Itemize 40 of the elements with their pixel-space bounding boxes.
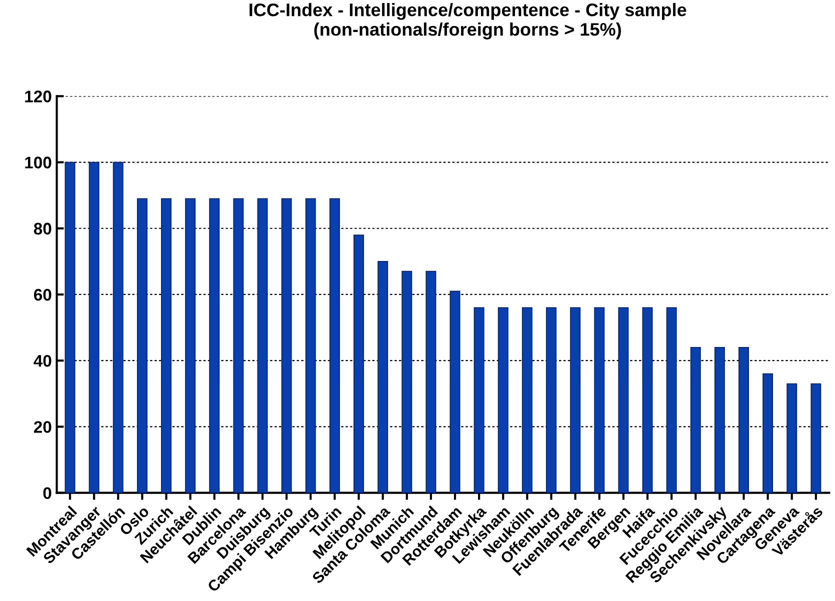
y-tick-label: 80	[34, 222, 52, 235]
y-tick-label: 20	[34, 421, 52, 433]
chart-title: ICC-Index - Intelligence/compentence - City sample (non-nationals/foreign borns > 15%)	[250, 3, 686, 40]
bar	[786, 383, 798, 493]
bar	[426, 270, 436, 493]
bar	[450, 290, 460, 493]
bar	[618, 307, 629, 493]
bar	[161, 198, 172, 493]
bar	[570, 307, 581, 493]
bar	[546, 307, 556, 493]
bar	[642, 307, 653, 493]
y-tick-label: 100	[25, 156, 52, 168]
bar	[690, 346, 701, 493]
bar	[474, 307, 484, 493]
bar	[498, 307, 508, 493]
bar	[233, 198, 244, 493]
bar	[666, 307, 677, 493]
bar	[378, 261, 388, 493]
bar	[185, 198, 196, 493]
bar	[738, 346, 749, 493]
y-tick-label: 40	[34, 355, 52, 367]
bar	[112, 162, 124, 493]
bar	[281, 198, 292, 493]
bar	[354, 234, 364, 493]
bar	[402, 270, 412, 493]
bar	[305, 198, 316, 493]
bar	[136, 198, 148, 493]
bar	[257, 198, 268, 493]
bar	[64, 162, 76, 493]
bar	[714, 346, 725, 493]
bar	[522, 307, 532, 493]
bar	[88, 162, 100, 493]
bar	[810, 383, 822, 493]
y-tick-label: 120	[25, 90, 52, 102]
bar	[762, 373, 774, 493]
bar	[329, 198, 340, 493]
bar	[594, 307, 605, 493]
y-tick-label: 60	[34, 288, 52, 301]
y-tick-label: 0	[43, 487, 52, 500]
bar	[209, 198, 220, 493]
